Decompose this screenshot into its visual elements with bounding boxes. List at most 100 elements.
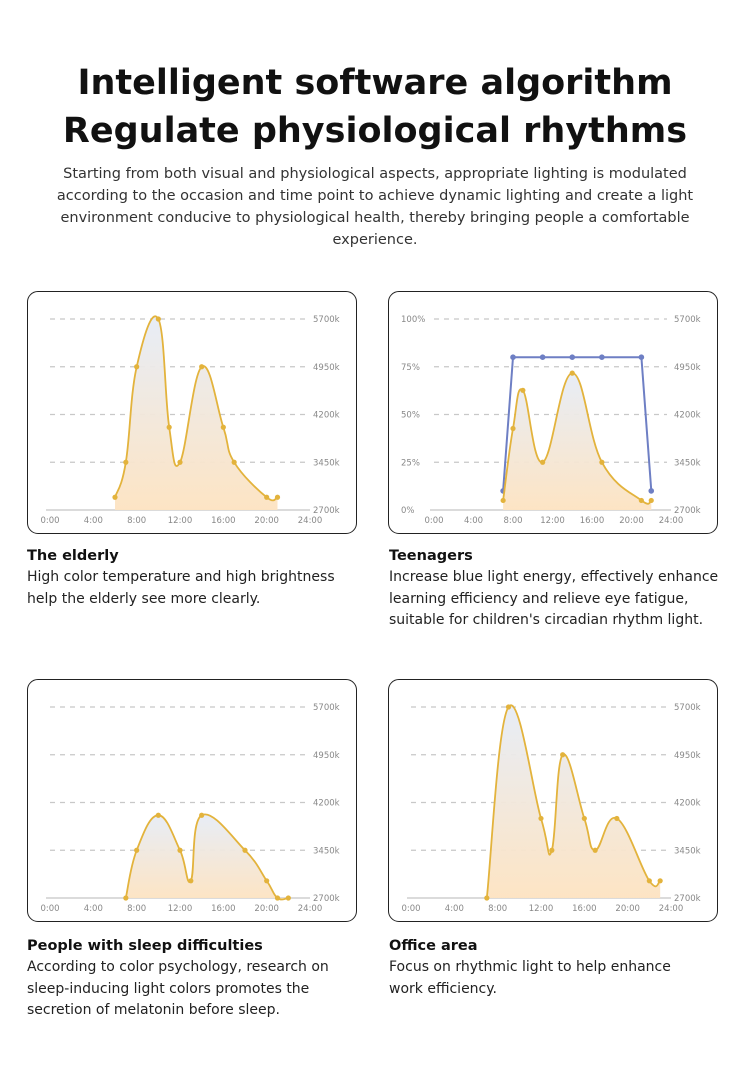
y-right-tick-label: 4950k — [674, 363, 701, 373]
data-point — [599, 459, 605, 465]
series-area-fill — [115, 316, 278, 510]
data-point — [123, 459, 129, 465]
data-point-blue — [648, 488, 655, 494]
series-line — [124, 813, 289, 901]
data-point — [646, 878, 652, 884]
data-point-blue — [569, 354, 576, 360]
data-point — [648, 497, 654, 504]
y-left-tick-label: 100% — [401, 315, 425, 325]
data-point — [657, 878, 663, 884]
y-right-tick-label: 4950k — [313, 363, 340, 373]
series-area-fill — [503, 373, 652, 510]
y-left-tick-label: 25% — [401, 458, 420, 468]
data-point — [123, 895, 129, 901]
series-line — [502, 372, 652, 505]
x-tick-label: 0:00 — [401, 904, 420, 914]
data-point-blue — [638, 354, 645, 360]
y-right-tick-label: 4200k — [313, 411, 340, 421]
chart-card-office: 2700k 3450k 4200k 4950k 5700k 0:00 4:00 8:00 12:… — [388, 679, 718, 922]
y-right-tick-label: 2700k — [313, 894, 340, 904]
x-tick-label: 12:00 — [168, 516, 193, 526]
x-tick-label: 8:00 — [127, 904, 146, 914]
x-tick-label: 16:00 — [211, 516, 236, 526]
chart-svg: 2700k 3450k 4200k 4950k 5700k 0% 25% 50% 75% 100%… — [401, 315, 701, 526]
y-right-tick-label: 4950k — [313, 751, 340, 761]
x-tick-label: 24:00 — [659, 904, 684, 914]
data-point — [155, 316, 161, 322]
x-tick-label: 0:00 — [424, 516, 443, 526]
y-left-tick-label: 50% — [401, 411, 420, 421]
y-right-tick-label: 2700k — [674, 894, 701, 904]
panel-label-teenagers: Teenagers Increase blue light energy, ef… — [389, 545, 734, 632]
y-right-tick-label: 4200k — [313, 799, 340, 809]
x-tick-label: 4:00 — [464, 516, 483, 526]
data-point — [264, 494, 270, 500]
data-point — [188, 878, 194, 884]
data-point-blue — [510, 354, 516, 360]
x-tick-label: 16:00 — [572, 904, 597, 914]
x-tick-label: 20:00 — [254, 516, 279, 526]
panel-title: Teenagers — [389, 548, 473, 564]
y-right-tick-label: 3450k — [674, 458, 701, 468]
y-right-tick-label: 3450k — [313, 846, 340, 856]
data-point — [484, 895, 490, 901]
x-tick-label: 16:00 — [211, 904, 236, 914]
chart-card-sleep: 2700k 3450k 4200k 4950k 5700k 0:00 4:00 8:00 12:… — [27, 679, 357, 922]
x-tick-label: 20:00 — [615, 904, 640, 914]
data-point — [581, 815, 587, 822]
data-point — [134, 364, 140, 370]
data-point — [112, 494, 118, 500]
data-point — [510, 425, 516, 432]
y-right-tick-label: 2700k — [313, 506, 340, 516]
data-point — [500, 497, 506, 504]
panel-title: People with sleep difficulties — [27, 938, 263, 954]
chart-card-elderly: 2700k 3450k 4200k 4950k 5700k 0:00 4:00 8:00 12:… — [27, 291, 357, 534]
x-tick-label: 4:00 — [84, 516, 103, 526]
chart-svg: 2700k 3450k 4200k 4950k 5700k 0:00 4:00 8:00 12:… — [40, 703, 340, 914]
data-point — [220, 424, 226, 430]
y-right-tick-label: 5700k — [674, 703, 701, 713]
y-right-tick-label: 3450k — [313, 458, 340, 468]
panel-description: Focus on rhythmic light to help enhance … — [389, 959, 671, 997]
data-point — [614, 815, 620, 822]
panel-label-sleep: People with sleep difficulties According… — [27, 935, 362, 1022]
intro-paragraph: Starting from both visual and physiologi… — [56, 166, 694, 248]
data-point — [540, 459, 546, 465]
y-left-tick-label: 0% — [401, 506, 415, 516]
series-area-fill — [486, 705, 661, 898]
y-right-tick-label: 4200k — [674, 411, 701, 421]
chart-svg: 2700k 3450k 4200k 4950k 5700k 0:00 4:00 8:00 12:… — [40, 315, 340, 526]
x-tick-label: 24:00 — [659, 516, 684, 526]
headline-line-2: Regulate physiological rhythms — [62, 111, 688, 151]
panel-description: According to color psychology, research … — [27, 959, 329, 1018]
panel-title: Office area — [389, 938, 478, 954]
data-point — [231, 459, 237, 465]
data-point — [155, 812, 161, 818]
x-tick-label: 0:00 — [40, 516, 59, 526]
x-tick-label: 24:00 — [298, 516, 323, 526]
data-point — [264, 878, 270, 884]
y-left-tick-label: 75% — [401, 363, 420, 373]
x-tick-label: 0:00 — [40, 904, 59, 914]
y-right-tick-label: 3450k — [674, 846, 701, 856]
data-point — [177, 847, 183, 853]
data-point — [638, 497, 644, 504]
chart-svg: 2700k 3450k 4200k 4950k 5700k 0:00 4:00 8:00 12:… — [401, 703, 701, 914]
y-right-tick-label: 4200k — [674, 799, 701, 809]
x-tick-label: 4:00 — [84, 904, 103, 914]
data-point — [199, 812, 205, 818]
chart-card-teenagers: 2700k 3450k 4200k 4950k 5700k 0% 25% 50% 75% 100%… — [388, 291, 718, 534]
x-tick-label: 12:00 — [540, 516, 565, 526]
data-point — [285, 895, 291, 901]
data-point — [274, 494, 281, 500]
y-right-tick-label: 5700k — [674, 315, 701, 325]
data-point-blue — [539, 354, 546, 360]
data-point — [560, 752, 566, 758]
x-tick-label: 8:00 — [503, 516, 522, 526]
x-tick-label: 8:00 — [127, 516, 146, 526]
data-point — [592, 847, 598, 853]
data-point — [166, 424, 172, 430]
x-tick-label: 4:00 — [445, 904, 464, 914]
data-point — [177, 459, 183, 465]
data-point — [520, 387, 526, 393]
